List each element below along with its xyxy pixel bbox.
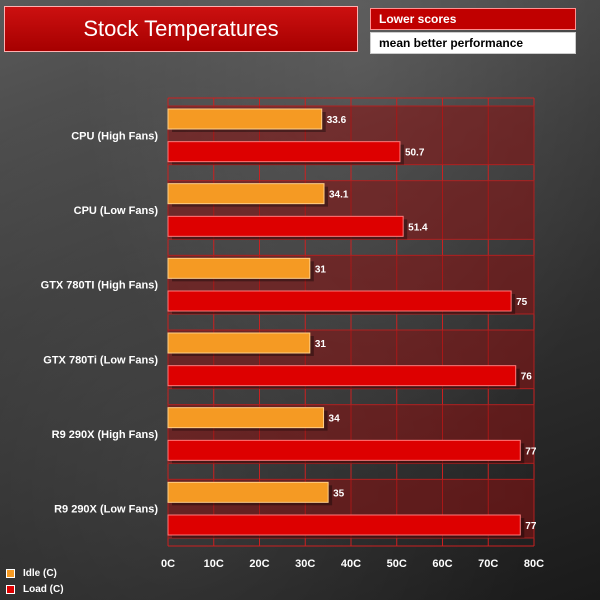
data-label: 35	[333, 488, 345, 499]
legend-swatch-idle	[6, 568, 15, 578]
bar-idle	[167, 183, 325, 205]
x-tick-label: 80C	[524, 558, 544, 570]
category-label: GTX 780Ti (Low Fans)	[43, 354, 158, 366]
data-label: 75	[516, 297, 528, 308]
data-label: 33.6	[327, 115, 347, 126]
x-tick-label: 70C	[478, 558, 498, 570]
x-tick-label: 50C	[387, 558, 407, 570]
data-label: 34.1	[329, 190, 349, 201]
data-label: 50.7	[405, 148, 425, 159]
category-label: R9 290X (Low Fans)	[54, 504, 158, 516]
bar-load	[167, 215, 404, 237]
bar-idle	[167, 332, 311, 354]
bar-load	[167, 141, 401, 163]
chart-title: Stock Temperatures	[4, 6, 358, 52]
note-better-performance: mean better performance	[370, 32, 576, 54]
legend: Idle (C) Load (C)	[6, 566, 64, 598]
legend-item-idle: Idle (C)	[6, 566, 64, 580]
bar-idle	[167, 481, 329, 503]
x-tick-label: 10C	[204, 558, 224, 570]
x-tick-label: 30C	[295, 558, 315, 570]
category-label: R9 290X (High Fans)	[52, 429, 159, 441]
bar-load	[167, 514, 521, 536]
legend-swatch-load	[6, 584, 15, 594]
data-label: 77	[525, 521, 537, 532]
x-tick-label: 60C	[432, 558, 452, 570]
bar-idle	[167, 407, 325, 429]
note-lower-scores: Lower scores	[370, 8, 576, 30]
bar-load	[167, 365, 517, 387]
legend-item-load: Load (C)	[6, 582, 64, 596]
bar-load	[167, 290, 512, 312]
category-label: CPU (High Fans)	[71, 130, 158, 142]
category-label: GTX 780TI (High Fans)	[41, 280, 159, 292]
x-tick-label: 40C	[341, 558, 361, 570]
category-label: CPU (Low Fans)	[74, 205, 159, 217]
legend-label-idle: Idle (C)	[23, 567, 57, 579]
x-tick-label: 0C	[161, 558, 175, 570]
x-tick-label: 20C	[249, 558, 269, 570]
data-label: 31	[315, 339, 327, 350]
bar-load	[167, 439, 521, 461]
data-label: 51.4	[408, 222, 428, 233]
legend-label-load: Load (C)	[23, 583, 64, 595]
data-label: 34	[329, 414, 341, 425]
data-label: 77	[525, 446, 537, 457]
data-label: 31	[315, 264, 327, 275]
bar-idle	[167, 108, 323, 130]
data-label: 76	[521, 372, 533, 383]
bar-idle	[167, 257, 311, 279]
